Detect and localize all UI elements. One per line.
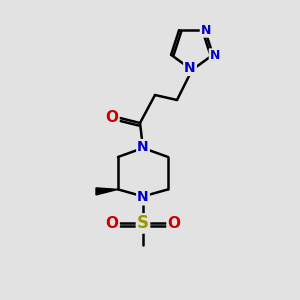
Text: N: N (137, 140, 149, 154)
Text: O: O (167, 216, 181, 231)
Text: N: N (201, 24, 211, 37)
Polygon shape (96, 188, 118, 195)
Text: N: N (210, 49, 220, 62)
Text: N: N (137, 190, 149, 204)
Text: N: N (184, 61, 196, 75)
Text: O: O (106, 110, 118, 124)
Text: S: S (137, 214, 149, 232)
Text: O: O (106, 216, 118, 231)
